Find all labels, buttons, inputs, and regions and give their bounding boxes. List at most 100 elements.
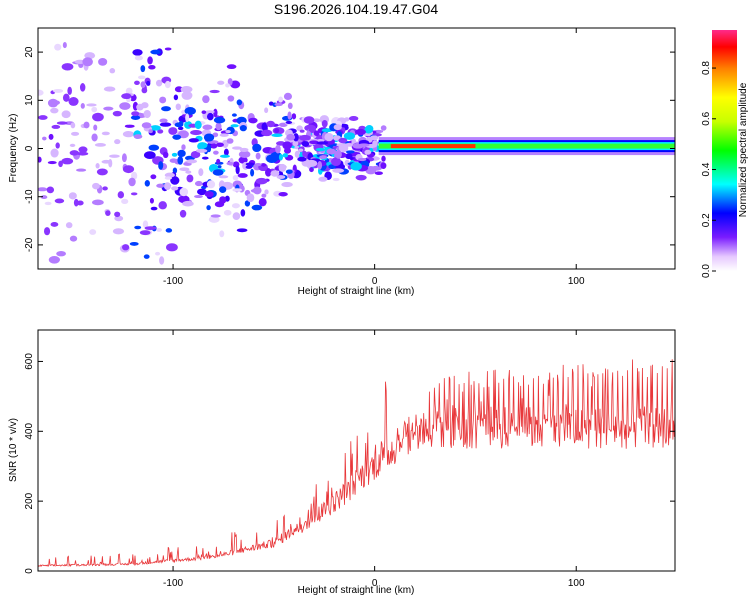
spectrogram-cell xyxy=(326,148,337,155)
spectrogram-cell xyxy=(101,131,110,136)
spectrogram-cell xyxy=(245,162,255,166)
spectrogram-cell xyxy=(177,126,184,131)
spectrogram-cell xyxy=(261,122,268,131)
spectrogram-cell xyxy=(114,211,121,218)
spectrogram-cell xyxy=(164,80,171,89)
spectrogram-cell xyxy=(226,64,237,70)
spectrogram-cell xyxy=(236,99,243,106)
x-tick-label: 0 xyxy=(372,276,378,287)
spectrogram-cell xyxy=(195,148,208,153)
spectrogram-cell xyxy=(132,49,143,56)
spectrogram-cell xyxy=(239,147,249,153)
spectrogram-cell xyxy=(181,91,193,100)
spectrogram-cell xyxy=(62,93,70,102)
spectrogram-cell xyxy=(134,225,142,230)
spectrogram-cell xyxy=(355,174,367,181)
spectrogram-cell xyxy=(68,97,79,106)
spectrogram-cell xyxy=(358,143,370,147)
spectrogram-cell xyxy=(248,117,258,124)
spectrogram-cell xyxy=(260,163,267,167)
spectral-line-peak xyxy=(390,144,476,149)
spectrogram-cell xyxy=(203,133,215,142)
spectrogram-cell xyxy=(237,173,248,178)
spectrogram-cell xyxy=(252,143,262,153)
spectrogram-cell xyxy=(264,189,269,195)
spectrogram-cell xyxy=(265,168,272,177)
spectrogram-cell xyxy=(54,198,65,204)
spectrogram-cell xyxy=(225,129,231,134)
spectrogram-cell xyxy=(206,205,211,211)
spectrogram-cell xyxy=(114,139,121,145)
spectrogram-cell xyxy=(112,110,122,117)
spectrogram-cell xyxy=(209,89,220,94)
spectrogram-cell xyxy=(270,170,280,177)
spectrogram-cell xyxy=(149,125,161,131)
spectrogram-cell xyxy=(46,186,55,194)
spectrogram-cell xyxy=(51,124,61,129)
spectrogram-cell xyxy=(159,256,165,265)
spectrogram-cell xyxy=(129,241,139,246)
spectrogram-cell xyxy=(293,133,299,142)
spectrogram-cell xyxy=(232,175,239,181)
spectrogram-cell xyxy=(186,159,198,164)
spectrogram-cell xyxy=(102,186,108,191)
figure-title: S196.2026.104.19.47.G04 xyxy=(274,1,438,17)
y-tick-label: 20 xyxy=(24,46,35,58)
spectrogram-cell xyxy=(158,201,167,210)
spectrogram-cell xyxy=(83,121,90,129)
spectrogram-cell xyxy=(274,128,280,134)
spectrogram-cell xyxy=(168,127,178,135)
y-tick-label: 200 xyxy=(24,492,35,509)
spectrogram-cell xyxy=(134,80,140,85)
spectrogram-cell xyxy=(318,176,328,182)
spectrogram-cell xyxy=(364,149,372,155)
spectrogram-cell xyxy=(185,113,190,123)
spectrogram-cell xyxy=(285,120,293,125)
spectrogram-cell xyxy=(130,115,141,120)
spectrogram-cell xyxy=(215,142,224,148)
spectrogram-cell xyxy=(287,102,293,110)
spectrogram-cell xyxy=(50,107,59,114)
x-tick-label: -100 xyxy=(163,276,183,287)
spectrogram-cell xyxy=(131,111,140,117)
spectrogram-cell xyxy=(56,121,68,125)
spectrogram-cell xyxy=(309,167,314,173)
spectrogram-cell xyxy=(231,203,240,209)
spectrogram-cell xyxy=(308,127,317,133)
spectrogram-cell xyxy=(227,78,233,86)
spectrogram-cell xyxy=(134,55,143,61)
spectrogram-cell xyxy=(66,268,70,269)
spectrogram-cell xyxy=(194,120,202,130)
spectrogram-cell xyxy=(173,94,179,101)
spectrogram-cell xyxy=(91,133,98,142)
spectrogram-cell xyxy=(164,176,172,180)
colorbar-tick-label: 0.4 xyxy=(701,162,712,176)
spectrogram-cell xyxy=(299,129,305,133)
spectrogram-cell xyxy=(198,168,204,177)
spectrogram-cell xyxy=(226,161,234,166)
spectrogram-cell xyxy=(48,133,54,140)
spectrogram-cell xyxy=(316,139,325,143)
spectrogram-cell xyxy=(121,198,129,205)
spectrogram-cell xyxy=(245,165,253,169)
spectrogram-cell xyxy=(147,56,153,65)
spectrogram-cell xyxy=(213,150,219,155)
spectrogram-cell xyxy=(350,162,362,171)
spectrogram-cell xyxy=(55,142,60,149)
spectrogram-cell xyxy=(61,110,71,119)
spectrogram-cell xyxy=(109,154,120,158)
spectrogram-cell xyxy=(250,168,255,177)
spectrogram-cell xyxy=(298,148,304,152)
spectrogram-cell xyxy=(204,191,214,198)
spectrogram-cell xyxy=(105,210,111,216)
spectrogram-cell xyxy=(283,92,292,101)
spectrogram-cell xyxy=(298,134,311,141)
spectrogram-cell xyxy=(345,150,355,154)
spectrogram-cell xyxy=(185,170,192,174)
spectrogram-cell xyxy=(144,180,150,187)
spectrogram-cell xyxy=(124,124,135,128)
spectrogram-cell xyxy=(232,146,242,150)
spectrogram-cell xyxy=(164,47,172,51)
spectrogram-cell xyxy=(188,138,199,143)
spectrogram-cell xyxy=(150,174,157,180)
